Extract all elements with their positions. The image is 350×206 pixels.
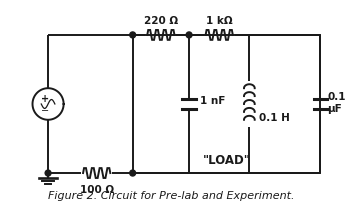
Text: 1 kΩ: 1 kΩ — [206, 16, 232, 26]
Text: 100 Ω: 100 Ω — [79, 184, 114, 194]
Text: Figure 2. Circuit for Pre-lab and Experiment.: Figure 2. Circuit for Pre-lab and Experi… — [48, 190, 295, 200]
Bar — [133, 36, 320, 173]
Circle shape — [130, 170, 135, 176]
Text: −: − — [41, 105, 49, 115]
Text: 220 Ω: 220 Ω — [144, 16, 178, 26]
Text: 0.1 H: 0.1 H — [259, 112, 290, 122]
Text: 0.1
μF: 0.1 μF — [327, 91, 346, 114]
Text: +: + — [41, 94, 49, 104]
Circle shape — [130, 33, 135, 39]
Text: "LOAD": "LOAD" — [203, 153, 251, 166]
Circle shape — [186, 33, 192, 39]
Text: 1 nF: 1 nF — [200, 96, 225, 105]
Circle shape — [45, 170, 51, 176]
